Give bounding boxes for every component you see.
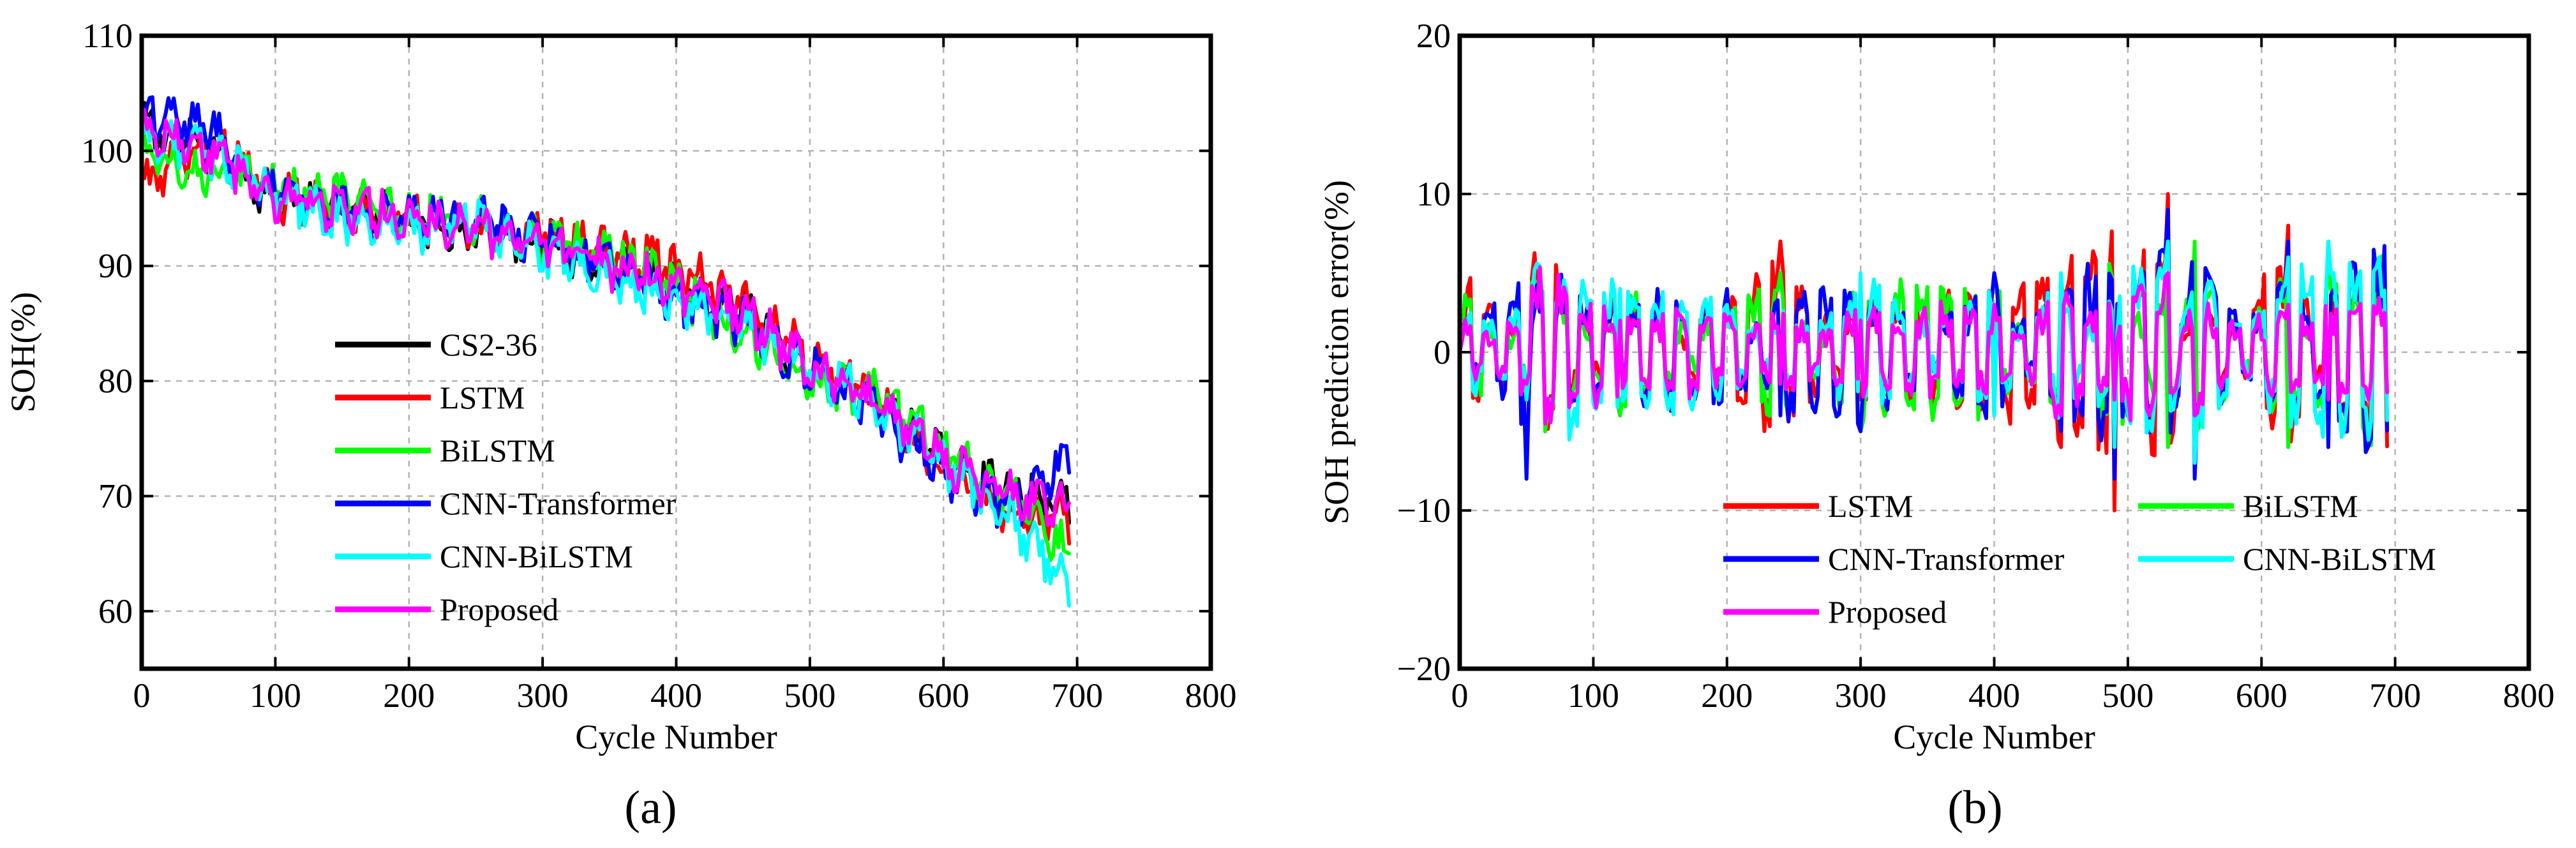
x-tick-label: 600: [2236, 676, 2288, 715]
y-tick-label: 110: [82, 17, 133, 55]
x-tick-label: 100: [1568, 676, 1619, 715]
series-lines: [140, 95, 1072, 608]
x-tick-label: 700: [2369, 676, 2421, 715]
grid: [1460, 36, 2529, 669]
x-tick-label: 300: [517, 676, 569, 715]
x-tick-label: 0: [1451, 676, 1469, 715]
x-tick-label: 100: [250, 676, 301, 715]
series-line-proposed: [140, 108, 1072, 528]
y-tick-label: −20: [1397, 650, 1451, 688]
legend: CS2-36 LSTM BiLSTM CNN-Transformer CNN-BiLST…: [335, 327, 677, 627]
y-axis-title: SOH(%): [4, 292, 42, 413]
x-tick-label: 500: [2102, 676, 2153, 715]
series-line-proposed: [1458, 265, 2390, 426]
legend-label-bilstm: BiLSTM: [2243, 488, 2358, 524]
series-lines: [1458, 192, 2390, 512]
legend-label-proposed: Proposed: [440, 591, 558, 627]
y-tick-label: 70: [98, 477, 133, 515]
y-tick-label: 80: [98, 362, 133, 400]
legend: LSTM BiLSTM CNN-Transformer CNN-BiLSTM Propo…: [1723, 488, 2436, 630]
x-tick-label: 400: [650, 676, 702, 715]
grid: [142, 36, 1211, 669]
legend-label-cnn-transformer: CNN-Transformer: [440, 486, 677, 521]
x-axis-title: Cycle Number: [1893, 718, 2095, 756]
y-tick-label: 100: [81, 131, 133, 170]
panel-label: (b): [1947, 782, 2002, 834]
legend-label-cnn-bilstm: CNN-BiLSTM: [440, 539, 633, 574]
y-tick-label: −10: [1397, 491, 1451, 530]
panel-b: LSTM BiLSTM CNN-Transformer CNN-BiLSTM Propo…: [1317, 17, 2555, 834]
x-tick-label: 800: [1185, 676, 1237, 715]
y-tick-label: 20: [1416, 17, 1451, 55]
x-tick-label: 300: [1835, 676, 1887, 715]
x-tick-label: 500: [784, 676, 835, 715]
y-tick-label: 60: [98, 592, 133, 630]
series-line-cnn-transformer: [1458, 207, 2390, 481]
legend-label-cnn-transformer: CNN-Transformer: [1828, 541, 2065, 577]
x-tick-label: 400: [1968, 676, 2020, 715]
legend-label-bilstm: BiLSTM: [440, 433, 555, 468]
legend-label-lstm: LSTM: [440, 380, 525, 415]
y-tick-label: 90: [98, 247, 133, 285]
y-axis-title: SOH prediction error(%): [1317, 180, 1356, 524]
ticks: 0 100 200 300 400 500 600 700 800 −20 −10 0 10 20: [1397, 17, 2555, 715]
y-tick-label: 10: [1416, 175, 1451, 213]
panel-a: CS2-36 LSTM BiLSTM CNN-Transformer CNN-BiLST…: [4, 17, 1237, 834]
panel-label: (a): [624, 782, 677, 834]
ticks: 0 100 200 300 400 500 600 700 800 60 70 80 90 100 110: [81, 17, 1237, 715]
x-tick-label: 600: [918, 676, 970, 715]
series-line-cnn-bilstm: [140, 116, 1072, 608]
y-tick-label: 0: [1434, 333, 1451, 371]
legend-label-cs2-36: CS2-36: [440, 327, 537, 362]
x-tick-label: 800: [2503, 676, 2555, 715]
legend-label-cnn-bilstm: CNN-BiLSTM: [2243, 541, 2436, 577]
legend-label-proposed: Proposed: [1828, 594, 1947, 630]
legend-label-lstm: LSTM: [1828, 488, 1913, 524]
x-tick-label: 0: [133, 676, 151, 715]
x-tick-label: 200: [1701, 676, 1753, 715]
x-tick-label: 700: [1051, 676, 1103, 715]
x-tick-label: 200: [383, 676, 435, 715]
x-axis-title: Cycle Number: [575, 718, 777, 756]
